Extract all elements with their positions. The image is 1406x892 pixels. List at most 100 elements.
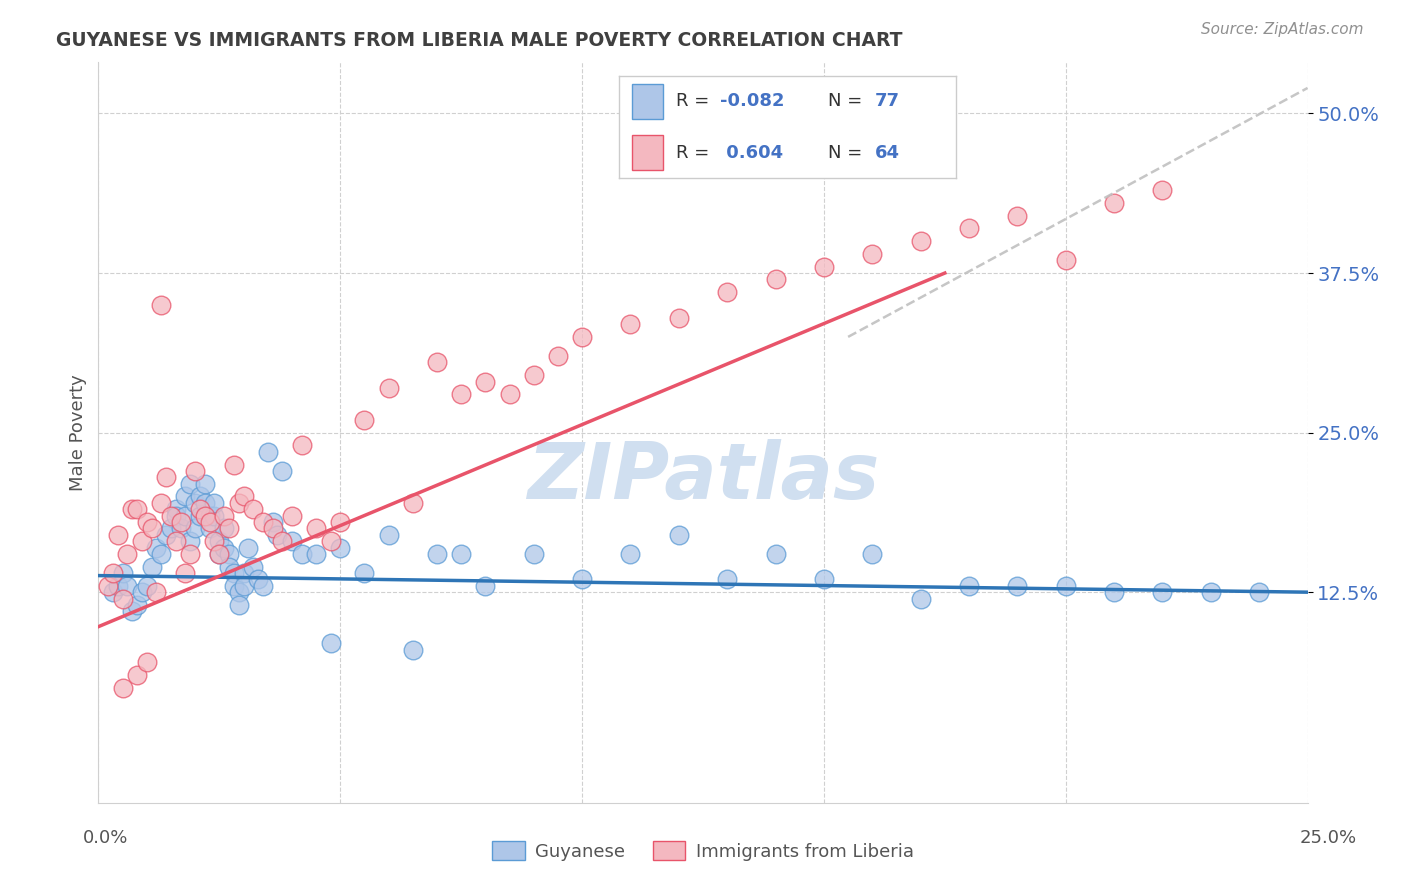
- Point: [101, 566, 124, 580]
- Point: [222, 579, 245, 593]
- Point: [188, 502, 211, 516]
- Point: [716, 573, 738, 587]
- Point: [228, 496, 250, 510]
- Point: [232, 566, 254, 580]
- Point: [169, 521, 191, 535]
- Point: [208, 534, 231, 549]
- Point: [222, 566, 245, 580]
- Point: [290, 547, 312, 561]
- Point: [165, 502, 187, 516]
- Text: 64: 64: [875, 144, 900, 161]
- Text: Source: ZipAtlas.com: Source: ZipAtlas.com: [1201, 22, 1364, 37]
- Point: [131, 585, 153, 599]
- Point: [256, 444, 278, 458]
- Point: [474, 375, 496, 389]
- Point: [319, 636, 342, 650]
- Point: [127, 598, 149, 612]
- Point: [174, 508, 197, 523]
- Point: [957, 579, 980, 593]
- Point: [145, 541, 167, 555]
- Point: [155, 470, 177, 484]
- Point: [127, 668, 149, 682]
- Point: [107, 527, 129, 541]
- Point: [117, 579, 139, 593]
- Point: [1007, 209, 1029, 223]
- Point: [402, 642, 425, 657]
- Point: [765, 272, 787, 286]
- Point: [179, 547, 201, 561]
- Point: [184, 496, 207, 510]
- Point: [145, 585, 167, 599]
- Point: [252, 579, 274, 593]
- Text: 77: 77: [875, 93, 900, 111]
- Point: [101, 585, 124, 599]
- Bar: [633, 136, 662, 170]
- Point: [174, 566, 197, 580]
- Point: [165, 508, 187, 523]
- Point: [523, 547, 546, 561]
- Point: [860, 247, 883, 261]
- Point: [150, 547, 173, 561]
- Point: [305, 547, 328, 561]
- Point: [174, 490, 197, 504]
- Point: [155, 527, 177, 541]
- Point: [107, 579, 129, 593]
- Point: [242, 502, 264, 516]
- Point: [290, 438, 312, 452]
- Point: [319, 534, 342, 549]
- Point: [765, 547, 787, 561]
- Point: [329, 515, 352, 529]
- Point: [377, 381, 399, 395]
- Point: [141, 559, 163, 574]
- Point: [238, 541, 260, 555]
- Point: [131, 534, 153, 549]
- Point: [204, 508, 226, 523]
- Point: [281, 534, 304, 549]
- Point: [188, 508, 211, 523]
- Point: [121, 604, 143, 618]
- Point: [571, 330, 593, 344]
- Point: [1054, 253, 1077, 268]
- Point: [474, 579, 496, 593]
- Point: [204, 496, 226, 510]
- Point: [184, 464, 207, 478]
- Text: -0.082: -0.082: [720, 93, 785, 111]
- Point: [111, 591, 134, 606]
- Point: [1199, 585, 1222, 599]
- Point: [402, 496, 425, 510]
- Point: [271, 464, 294, 478]
- Point: [377, 527, 399, 541]
- Point: [450, 547, 472, 561]
- Point: [353, 566, 375, 580]
- Point: [668, 310, 690, 325]
- Point: [353, 413, 375, 427]
- Point: [247, 573, 270, 587]
- Text: N =: N =: [828, 144, 868, 161]
- Point: [135, 656, 157, 670]
- Point: [228, 598, 250, 612]
- Point: [498, 387, 520, 401]
- Point: [1007, 579, 1029, 593]
- Bar: [633, 84, 662, 119]
- Text: R =: R =: [676, 93, 716, 111]
- Point: [111, 681, 134, 695]
- Point: [194, 476, 217, 491]
- Point: [141, 521, 163, 535]
- Point: [262, 521, 284, 535]
- Point: [1249, 585, 1271, 599]
- Point: [208, 547, 231, 561]
- Point: [271, 534, 294, 549]
- Point: [305, 521, 328, 535]
- Point: [523, 368, 546, 383]
- Point: [97, 579, 120, 593]
- Point: [117, 547, 139, 561]
- Point: [222, 458, 245, 472]
- Point: [218, 547, 240, 561]
- Point: [242, 559, 264, 574]
- Point: [184, 521, 207, 535]
- Point: [281, 508, 304, 523]
- Point: [135, 579, 157, 593]
- Point: [194, 496, 217, 510]
- Point: [957, 221, 980, 235]
- Point: [169, 515, 191, 529]
